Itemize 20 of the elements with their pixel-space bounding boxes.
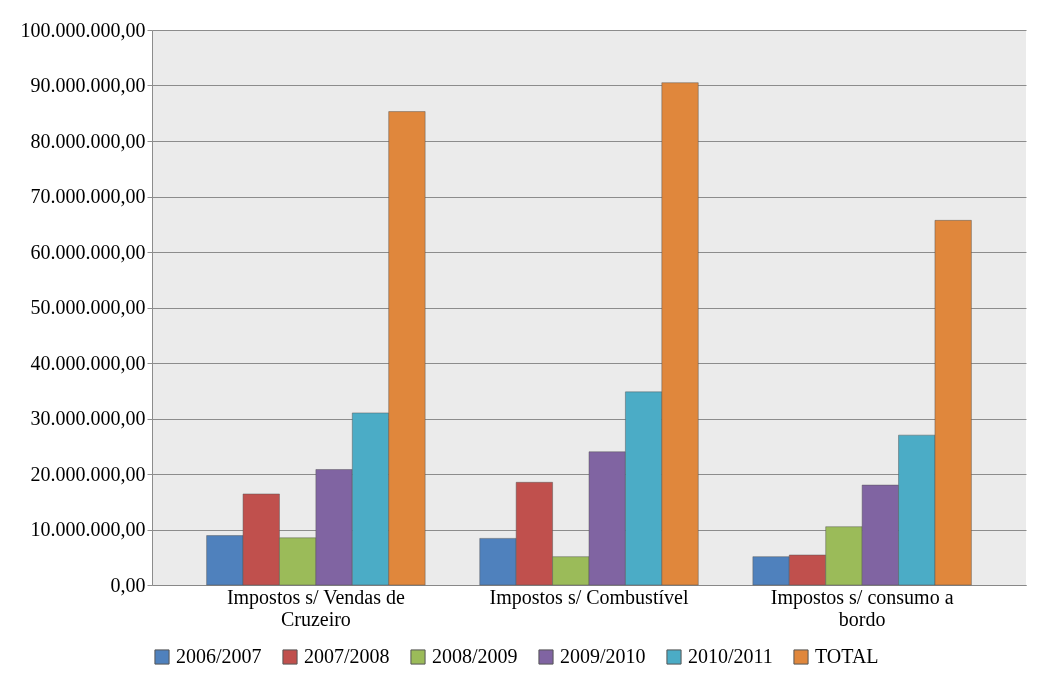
- y-tick-label: 60.000.000,00: [30, 240, 146, 263]
- y-tick-label: 0,00: [110, 573, 146, 596]
- legend-label: 2007/2008: [304, 645, 390, 667]
- y-tick-label: 50.000.000,00: [30, 296, 146, 318]
- legend-label: 2010/2011: [688, 645, 773, 667]
- y-tick-label: 10.000.000,00: [30, 518, 146, 540]
- y-tick-label: 40.000.000,00: [30, 351, 146, 374]
- legend-label: TOTAL: [815, 645, 879, 667]
- legend-label: 2006/2007: [176, 645, 262, 667]
- y-tick-label: 30.000.000,00: [30, 407, 146, 429]
- x-tick-label: Impostos s/ Vendas de Cruzeiro: [226, 585, 405, 630]
- legend-label: 2009/2010: [560, 645, 646, 667]
- x-tick-label: Impostos s/ consumo a bordo: [770, 585, 954, 630]
- y-tick-label: 20.000.000,00: [30, 462, 146, 485]
- y-tick-label: 80.000.000,00: [30, 129, 146, 152]
- y-tick-label: 100.000.000,00: [20, 18, 146, 41]
- y-tick-label: 90.000.000,00: [30, 74, 146, 96]
- y-tick-label: 70.000.000,00: [30, 185, 146, 207]
- x-tick-label: Impostos s/ Combustível: [489, 585, 689, 609]
- legend-label: 2008/2009: [432, 645, 518, 667]
